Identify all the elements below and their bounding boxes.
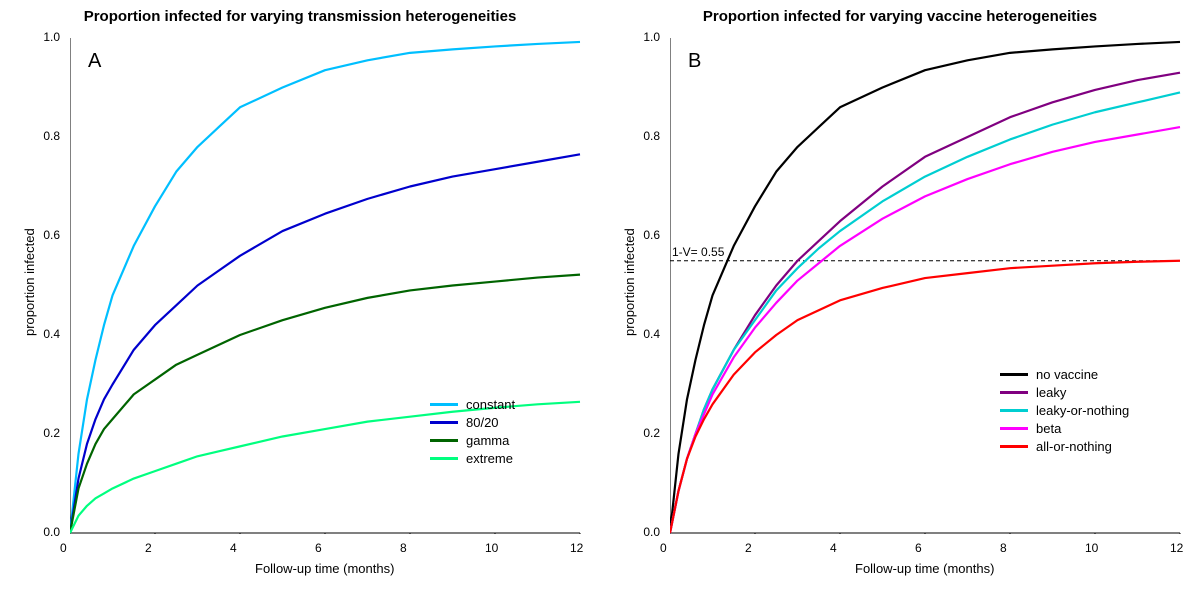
- panel-a-letter: A: [88, 50, 101, 73]
- legend-label: beta: [1036, 421, 1061, 436]
- legend-label: no vaccine: [1036, 367, 1098, 382]
- panel-a-xtick-label: 12: [570, 541, 583, 555]
- panel-b-legend-item: beta: [1000, 419, 1129, 437]
- panel-a-legend-item: 80/20: [430, 413, 515, 431]
- legend-swatch: [430, 421, 458, 424]
- panel-b-xtick-label: 6: [915, 541, 922, 555]
- panel-a-ytick-label: 0.0: [43, 525, 60, 539]
- panel-b-hline-label: 1-V= 0.55: [672, 245, 724, 259]
- panel-a-ytick-label: 0.2: [43, 426, 60, 440]
- legend-swatch: [430, 403, 458, 406]
- panel-a-legend-item: extreme: [430, 449, 515, 467]
- legend-swatch: [1000, 391, 1028, 394]
- panel-b-xtick-label: 4: [830, 541, 837, 555]
- panel-a-ytick-label: 0.6: [43, 228, 60, 242]
- panel-b-xtick-label: 12: [1170, 541, 1183, 555]
- panel-b-legend-item: no vaccine: [1000, 365, 1129, 383]
- legend-swatch: [1000, 373, 1028, 376]
- legend-swatch: [430, 439, 458, 442]
- panel-a-series-80/20: [70, 154, 580, 533]
- panel-b-ylabel: proportion infected: [622, 228, 637, 336]
- panel-a-xtick-label: 0: [60, 541, 67, 555]
- panel-a-ytick-label: 0.4: [43, 327, 60, 341]
- legend-label: gamma: [466, 433, 509, 448]
- panel-a-ylabel: proportion infected: [22, 228, 37, 336]
- legend-label: leaky: [1036, 385, 1066, 400]
- panel-b-legend-item: leaky-or-nothing: [1000, 401, 1129, 419]
- panel-a: Proportion infected for varying transmis…: [0, 0, 600, 600]
- panel-b-plot: [670, 38, 1181, 534]
- panel-a-xtick-label: 4: [230, 541, 237, 555]
- panel-b-series-no-vaccine: [670, 42, 1180, 533]
- panel-b-legend: no vaccine leaky leaky-or-nothing beta all-o…: [1000, 365, 1129, 455]
- panel-b-series-leaky: [670, 73, 1180, 533]
- legend-label: 80/20: [466, 415, 499, 430]
- panel-a-ytick-label: 1.0: [43, 30, 60, 44]
- panel-a-legend-item: gamma: [430, 431, 515, 449]
- legend-label: extreme: [466, 451, 513, 466]
- panel-b-xtick-label: 10: [1085, 541, 1098, 555]
- panel-b: Proportion infected for varying vaccine …: [600, 0, 1200, 600]
- panel-b-xlabel: Follow-up time (months): [855, 561, 994, 576]
- legend-label: constant: [466, 397, 515, 412]
- panel-b-ytick-label: 1.0: [643, 30, 660, 44]
- panel-a-xtick-label: 2: [145, 541, 152, 555]
- panel-a-xtick-label: 8: [400, 541, 407, 555]
- legend-swatch: [430, 457, 458, 460]
- panel-b-title: Proportion infected for varying vaccine …: [600, 8, 1200, 25]
- panel-b-letter: B: [688, 50, 701, 73]
- panel-b-legend-item: all-or-nothing: [1000, 437, 1129, 455]
- panel-a-xtick-label: 6: [315, 541, 322, 555]
- panel-a-title: Proportion infected for varying transmis…: [0, 8, 600, 25]
- legend-swatch: [1000, 409, 1028, 412]
- legend-label: leaky-or-nothing: [1036, 403, 1129, 418]
- panel-a-xlabel: Follow-up time (months): [255, 561, 394, 576]
- panel-a-legend: constant 80/20 gamma extreme: [430, 395, 515, 467]
- panel-b-ytick-label: 0.4: [643, 327, 660, 341]
- panel-b-ytick-label: 0.0: [643, 525, 660, 539]
- panel-b-legend-item: leaky: [1000, 383, 1129, 401]
- panel-b-xtick-label: 0: [660, 541, 667, 555]
- panel-b-xtick-label: 8: [1000, 541, 1007, 555]
- panel-b-ytick-label: 0.8: [643, 129, 660, 143]
- panel-b-ytick-label: 0.6: [643, 228, 660, 242]
- figure: Proportion infected for varying transmis…: [0, 0, 1200, 600]
- legend-swatch: [1000, 445, 1028, 448]
- panel-b-series-leaky-or-nothing: [670, 92, 1180, 533]
- panel-b-ytick-label: 0.2: [643, 426, 660, 440]
- legend-label: all-or-nothing: [1036, 439, 1112, 454]
- panel-a-ytick-label: 0.8: [43, 129, 60, 143]
- legend-swatch: [1000, 427, 1028, 430]
- panel-b-xtick-label: 2: [745, 541, 752, 555]
- panel-a-legend-item: constant: [430, 395, 515, 413]
- panel-a-xtick-label: 10: [485, 541, 498, 555]
